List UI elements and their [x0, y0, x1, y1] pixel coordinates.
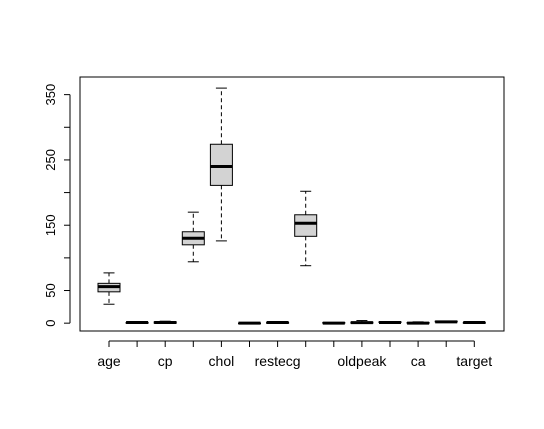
plot-frame — [79, 76, 505, 332]
box-trestbps — [181, 211, 205, 263]
y-tick-label: 350 — [43, 84, 58, 106]
x-tick-label-target: target — [456, 353, 492, 369]
y-tick-label: 150 — [43, 214, 58, 236]
box-cp — [153, 320, 177, 325]
x-tick-label-restecg: restecg — [255, 353, 301, 369]
box-iqr — [209, 143, 233, 186]
y-tick-label: 0 — [43, 320, 58, 327]
x-tick-label-age: age — [97, 353, 121, 369]
box-fbs — [238, 321, 261, 325]
box-chol — [209, 87, 233, 242]
y-axis: 0 50 150 250 350 — [43, 84, 71, 327]
box-age — [97, 272, 121, 305]
box-oldpeak — [350, 320, 374, 325]
box-target — [462, 321, 486, 325]
x-tick-label-chol: chol — [209, 353, 235, 369]
box-restecg — [266, 321, 290, 325]
box-thalach — [294, 190, 318, 267]
boxes-layer — [97, 87, 486, 325]
y-tick-label: 250 — [43, 149, 58, 171]
box-slope — [378, 321, 402, 325]
box-iqr — [294, 214, 318, 237]
x-tick-label-oldpeak: oldpeak — [337, 353, 387, 369]
x-axis: age cp chol restecg oldpeak ca target — [97, 340, 492, 369]
x-tick-label-ca: ca — [411, 353, 426, 369]
x-tick-label-cp: cp — [158, 353, 173, 369]
box-thal — [434, 320, 458, 324]
box-sex — [125, 321, 149, 325]
y-tick-label: 50 — [43, 283, 58, 297]
box-ca — [406, 321, 430, 325]
box-exang — [322, 321, 346, 325]
